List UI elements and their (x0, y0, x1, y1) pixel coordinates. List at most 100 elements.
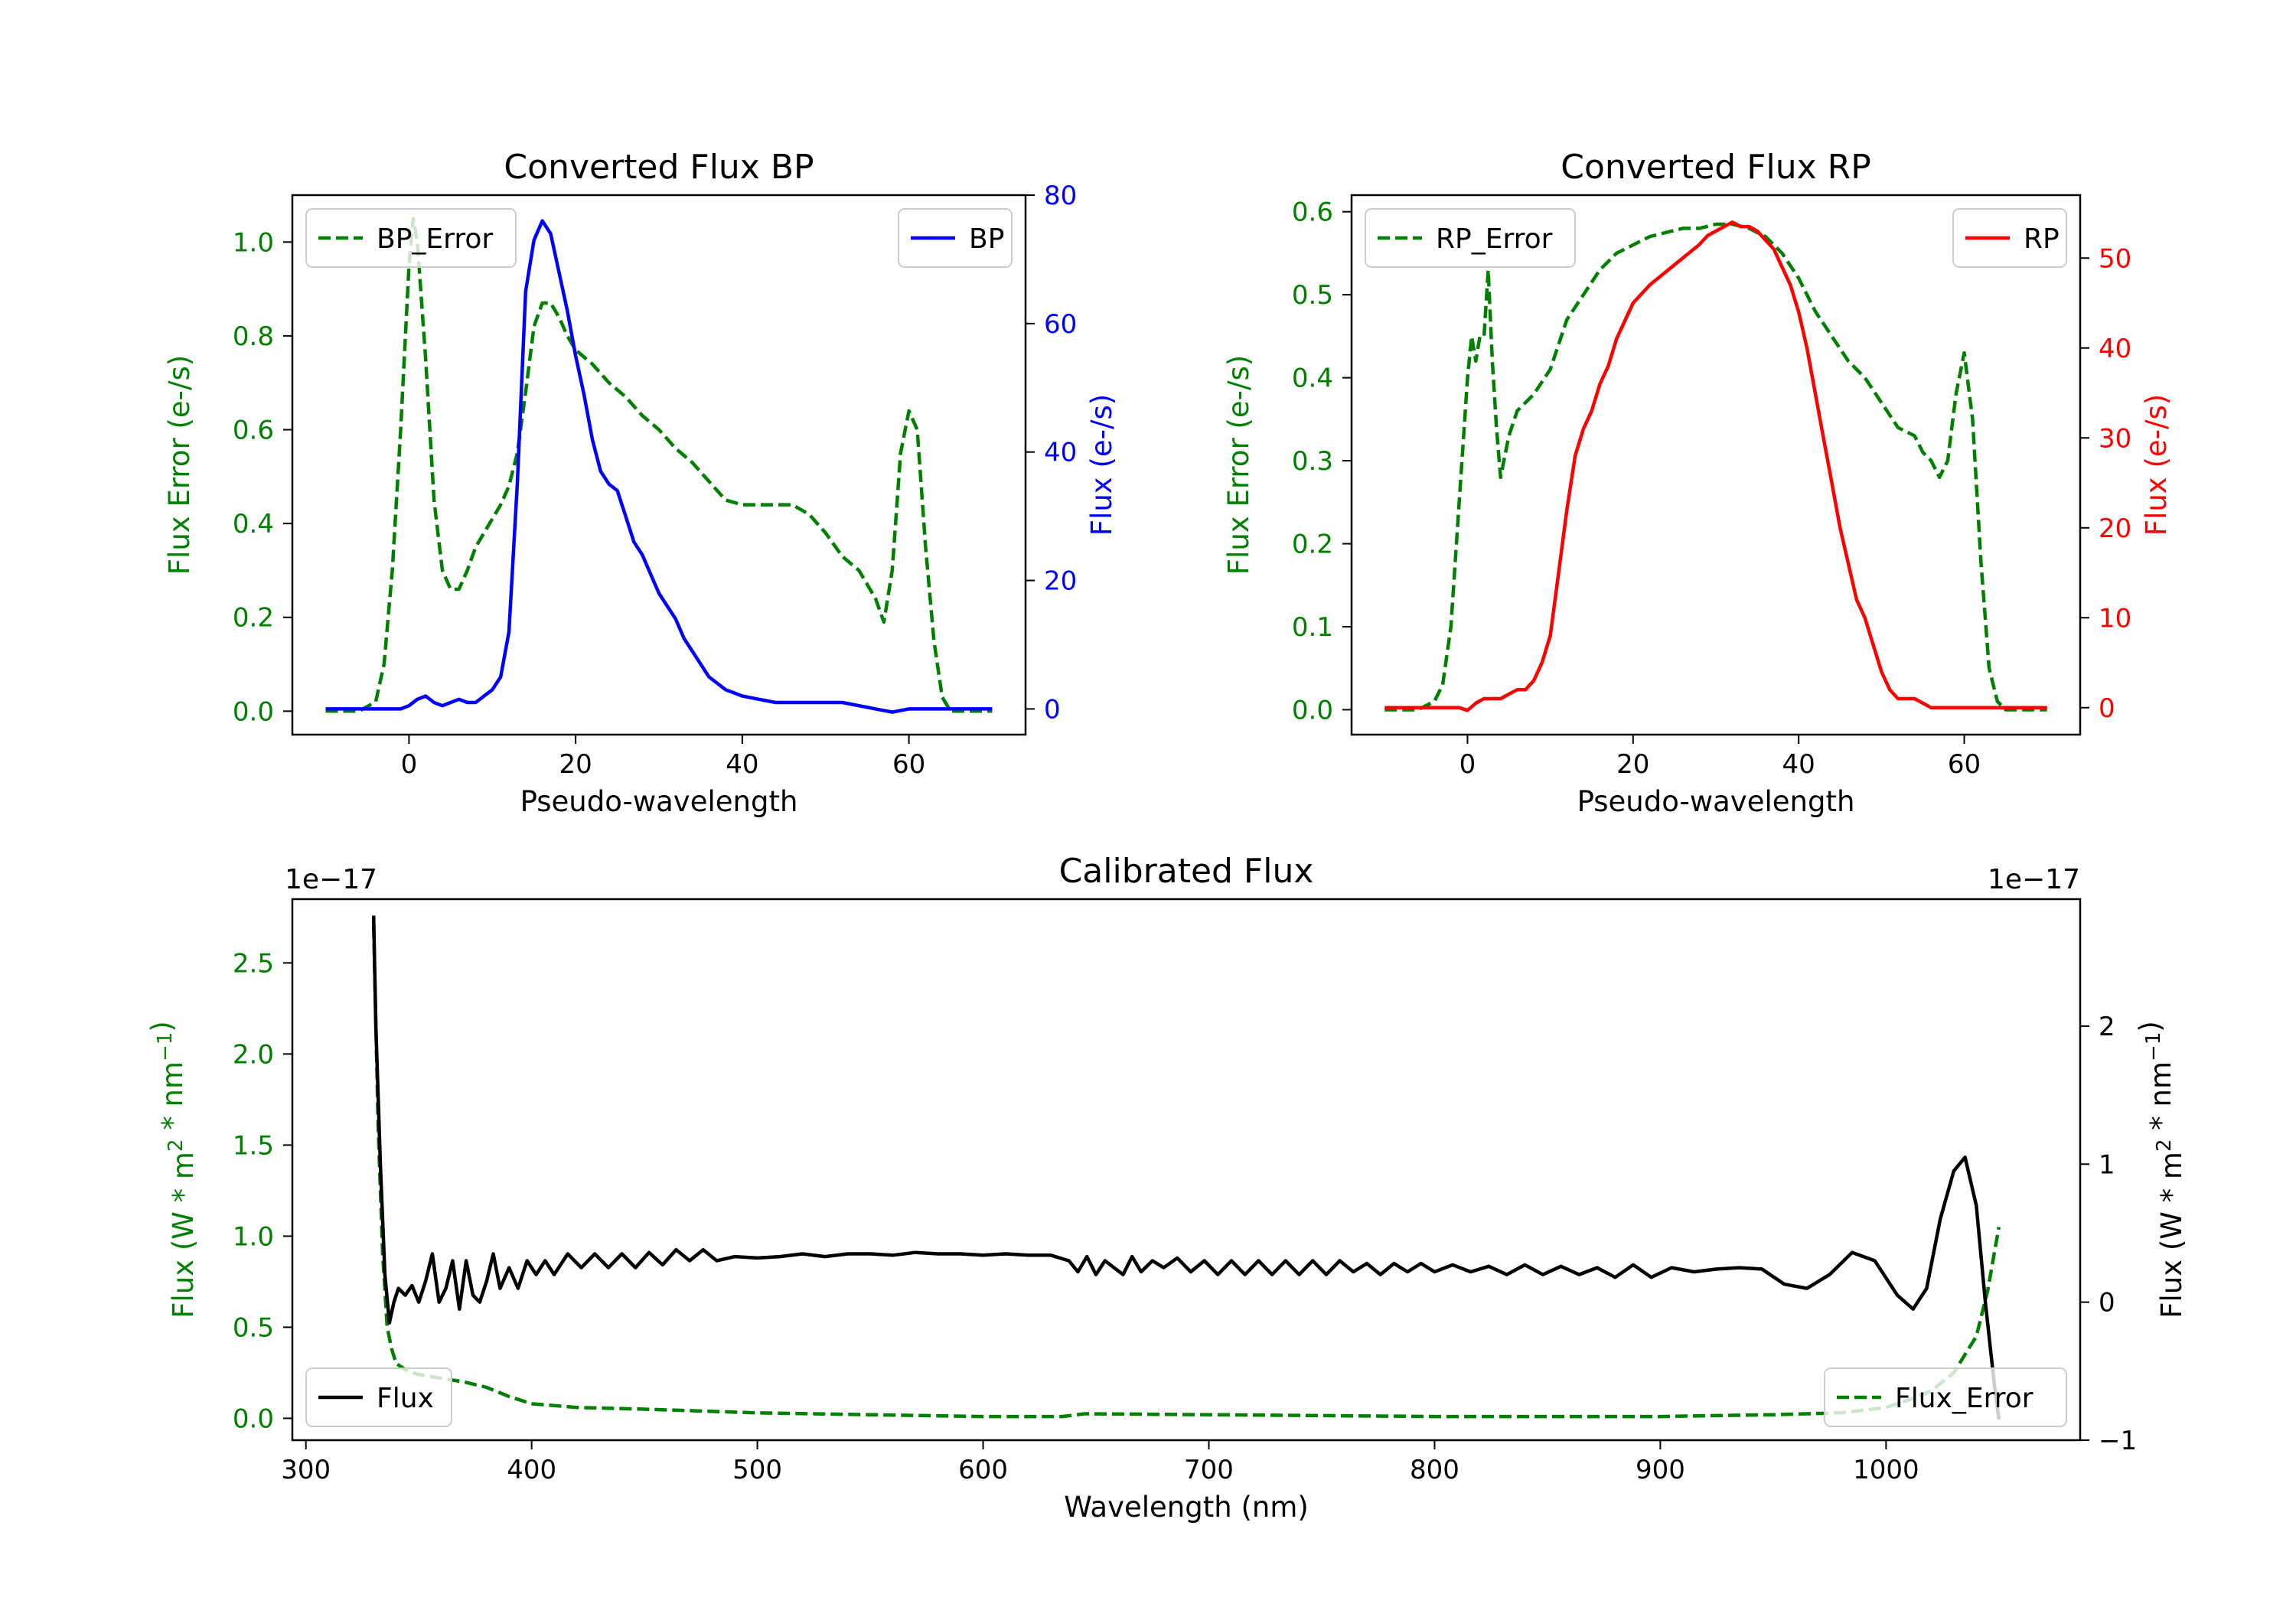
y-right-tick-label: 0 (2099, 693, 2115, 724)
legend-rp-error: RP_Error (1365, 208, 1576, 268)
label-part: * nm (2144, 1061, 2177, 1139)
y-left-tick-label: 2.0 (233, 1039, 274, 1070)
plot-area (1384, 220, 2047, 712)
y-right-tick-label: 0 (2099, 1288, 2115, 1319)
y-right-tick-label: 40 (1044, 438, 1077, 468)
legend-box (1824, 1367, 2067, 1427)
x-tick-label: 1000 (1853, 1455, 1919, 1485)
y-left-tick-label: 0.5 (1292, 280, 1333, 311)
x-tick-label: 40 (726, 749, 758, 780)
chart-title: Converted Flux RP (1561, 148, 1871, 187)
y-left-tick-label: 0.4 (233, 509, 274, 539)
series-bp-error-line (325, 217, 993, 713)
y-right-tick-label: −1 (2099, 1426, 2137, 1456)
y-right-axis-label: Flux (W * m2 * nm−1) (2134, 1021, 2188, 1319)
legend-label: Flux (377, 1383, 434, 1414)
legend-flux: Flux (305, 1367, 452, 1427)
y-left-tick-label: 0.2 (233, 603, 274, 634)
label-part: * nm (156, 1061, 189, 1139)
y-left-tick-label: 0.6 (1292, 197, 1333, 228)
y-right-tick-label: 1 (2099, 1149, 2115, 1180)
y-right-tick-label: 60 (1044, 309, 1077, 340)
superscript: −1 (2142, 1032, 2165, 1061)
y-right-tick-label: 30 (2099, 423, 2131, 454)
axes-frame (291, 194, 1027, 736)
legend-label: BP (969, 223, 1004, 255)
x-tick-label: 0 (1459, 749, 1476, 780)
y-left-tick-label: 0.0 (233, 696, 274, 727)
x-tick-label: 40 (1782, 749, 1815, 780)
x-tick-label: 20 (1616, 749, 1649, 780)
x-axis-label: Pseudo-wavelength (1577, 785, 1855, 818)
y-right-tick-label: 10 (2099, 603, 2131, 634)
superscript: 2 (2153, 1139, 2176, 1152)
legend-label: BP_Error (377, 223, 493, 255)
chart-2: 300 400 500 600 700 800 900 1000 0.0 0.5 1.0 1.5 2.0… (145, 852, 2188, 1524)
y-left-tick-label: 0.0 (1292, 695, 1333, 725)
axes-frame (1350, 194, 2082, 736)
label-part: ) (145, 1021, 178, 1032)
y-left-tick-label: 0.0 (233, 1403, 274, 1434)
y-left-tick-label: 1.5 (233, 1130, 274, 1161)
y-left-offset-label: 1e−17 (285, 864, 377, 895)
y-left-tick-label: 0.3 (1292, 446, 1333, 477)
x-tick-label: 800 (1410, 1455, 1459, 1485)
y-left-tick-label: 1.0 (233, 1221, 274, 1252)
legend-bp: BP (898, 208, 1013, 268)
y-left-axis-label: Flux Error (e-/s) (1222, 355, 1255, 575)
y-right-tick-label: 20 (2099, 513, 2131, 544)
plot-area (325, 217, 993, 714)
y-right-tick-label: 50 (2099, 243, 2131, 274)
chart-title: Calibrated Flux (1059, 852, 1314, 891)
x-tick-label: 60 (1948, 749, 1981, 780)
y-right-tick-label: 2 (2099, 1012, 2115, 1042)
x-tick-label: 0 (401, 749, 418, 780)
x-tick-label: 500 (732, 1455, 782, 1485)
chart-1: 0 20 40 60 0.0 0.1 0.2 0.3 0.4 0.5 0.6 0 10 20 30 40 50 C… (1222, 148, 2173, 818)
series-rp-line (1384, 220, 2047, 712)
x-tick-label: 300 (281, 1455, 331, 1485)
y-left-tick-label: 0.2 (1292, 530, 1333, 560)
y-right-offset-label: 1e−17 (1988, 864, 2080, 895)
x-axis-label: Pseudo-wavelength (520, 785, 798, 818)
legend-flux-error: Flux_Error (1824, 1367, 2067, 1427)
legend-box (305, 1367, 452, 1427)
x-tick-label: 900 (1636, 1455, 1685, 1485)
chart-0: 0 20 40 60 0.0 0.2 0.4 0.6 0.8 1.0 0 20 40 60 80 Conver… (163, 148, 1118, 818)
legend-box (1365, 208, 1576, 268)
x-axis-label: Wavelength (nm) (1064, 1491, 1309, 1524)
x-tick-label: 400 (507, 1455, 556, 1485)
y-left-tick-label: 0.8 (233, 321, 274, 352)
x-tick-label: 20 (559, 749, 592, 780)
x-tick-label: 700 (1184, 1455, 1234, 1485)
y-left-tick-label: 0.5 (233, 1312, 274, 1343)
y-right-axis-label: Flux (e-/s) (1085, 394, 1118, 536)
label-part: ) (2134, 1021, 2167, 1032)
chart-title: Converted Flux BP (504, 148, 814, 187)
y-left-tick-label: 0.6 (233, 416, 274, 446)
superscript: −1 (154, 1032, 177, 1061)
legend-rp: RP (1952, 208, 2067, 268)
y-left-axis-label: Flux Error (e-/s) (163, 355, 196, 575)
legend-label: Flux_Error (1895, 1383, 2033, 1414)
y-right-tick-label: 80 (1044, 181, 1077, 211)
y-left-tick-label: 1.0 (233, 227, 274, 258)
legend-label: RP (2024, 223, 2060, 255)
superscript: 2 (165, 1139, 188, 1152)
charts-layer: 0 20 40 600.00.20.40.60.81.0020406080Conver… (145, 148, 2188, 1524)
legend-bp-error: BP_Error (305, 208, 517, 268)
legend-box (305, 208, 517, 268)
y-right-tick-label: 20 (1044, 566, 1077, 597)
label-part: Flux (W * m (2155, 1152, 2188, 1319)
y-left-axis-label: Flux (W * m2 * nm−1) (145, 1021, 200, 1319)
y-right-tick-label: 0 (1044, 694, 1061, 725)
x-tick-label: 60 (892, 749, 925, 780)
y-right-tick-label: 40 (2099, 334, 2131, 364)
legend-label: RP_Error (1436, 223, 1553, 255)
series-flux-line (371, 915, 2001, 1420)
axes-frame (291, 898, 2082, 1442)
y-left-tick-label: 0.1 (1292, 612, 1333, 643)
x-tick-label: 600 (958, 1455, 1008, 1485)
label-part: Flux (W * m (167, 1152, 200, 1319)
